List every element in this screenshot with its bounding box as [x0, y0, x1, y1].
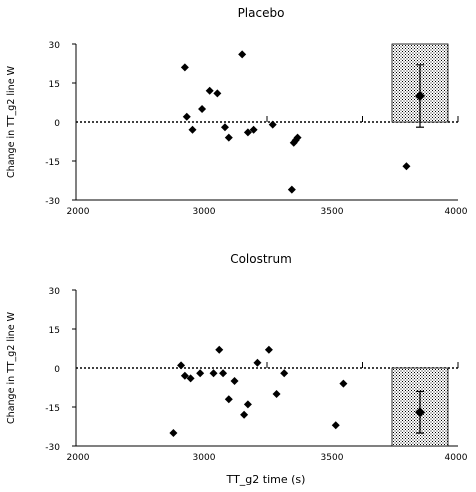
- data-point: [243, 128, 252, 137]
- x-tick-label: 2000: [67, 207, 90, 217]
- y-tick-label: 0: [54, 365, 60, 375]
- data-point: [177, 361, 186, 370]
- data-points: [72, 43, 459, 201]
- panel-title: Colostrum: [230, 252, 292, 266]
- y-tick-label: -30: [45, 443, 60, 453]
- placebo-panel: Placebo Change in TT_g2 line W 30 15 0 -…: [6, 6, 468, 217]
- x-tick-label: 3500: [321, 207, 344, 217]
- x-axis-label: TT_g2 time (s): [226, 473, 306, 486]
- data-point: [209, 369, 218, 378]
- data-point: [224, 133, 233, 142]
- data-point: [224, 395, 233, 404]
- data-point: [180, 63, 189, 72]
- panel-title: Placebo: [238, 6, 285, 20]
- x-tick-label: 3000: [193, 207, 216, 217]
- data-points: [72, 289, 459, 447]
- x-tick-label: 4000: [445, 207, 468, 217]
- y-tick-label: 30: [49, 41, 61, 51]
- data-point: [268, 120, 277, 129]
- y-axis-label: Change in TT_g2 line W: [6, 311, 17, 424]
- y-tick-label: 0: [54, 119, 60, 129]
- data-point: [230, 377, 239, 385]
- data-point: [280, 369, 289, 378]
- y-tick-label: -30: [45, 197, 60, 207]
- x-tick-label: 2000: [67, 453, 90, 463]
- data-point: [240, 410, 249, 419]
- data-point: [264, 345, 273, 354]
- y-tick-label: 15: [49, 80, 60, 90]
- y-axis-label: Change in TT_g2 line W: [6, 65, 17, 178]
- data-point: [205, 86, 214, 95]
- x-tick-label: 4000: [445, 453, 468, 463]
- x-tick-label: 3000: [193, 453, 216, 463]
- data-point: [180, 371, 189, 380]
- data-point: [196, 369, 205, 378]
- data-point: [186, 374, 195, 383]
- data-point: [331, 421, 340, 430]
- data-point: [220, 123, 229, 132]
- data-point: [213, 89, 222, 98]
- x-tick-label: 3500: [321, 453, 344, 463]
- data-point: [249, 125, 258, 134]
- data-point: [219, 369, 228, 378]
- y-tick-label: 30: [49, 287, 61, 297]
- data-point: [169, 429, 178, 437]
- data-point: [339, 379, 348, 388]
- y-tick-label: -15: [45, 404, 60, 414]
- data-point: [198, 105, 207, 113]
- y-tick-label: 15: [49, 326, 60, 336]
- colostrum-panel: Colostrum Change in TT_g2 line W 30 15 0…: [6, 252, 468, 486]
- data-point: [402, 162, 411, 171]
- data-point: [182, 112, 191, 121]
- data-point: [293, 133, 302, 142]
- data-point: [253, 358, 262, 367]
- data-point: [215, 345, 224, 354]
- data-point: [287, 185, 296, 194]
- mean-marker: [415, 407, 425, 418]
- data-point: [243, 400, 252, 409]
- data-point: [188, 125, 197, 134]
- mean-marker: [415, 91, 425, 101]
- data-point: [272, 390, 281, 398]
- y-tick-label: -15: [45, 158, 60, 168]
- data-point: [238, 50, 247, 59]
